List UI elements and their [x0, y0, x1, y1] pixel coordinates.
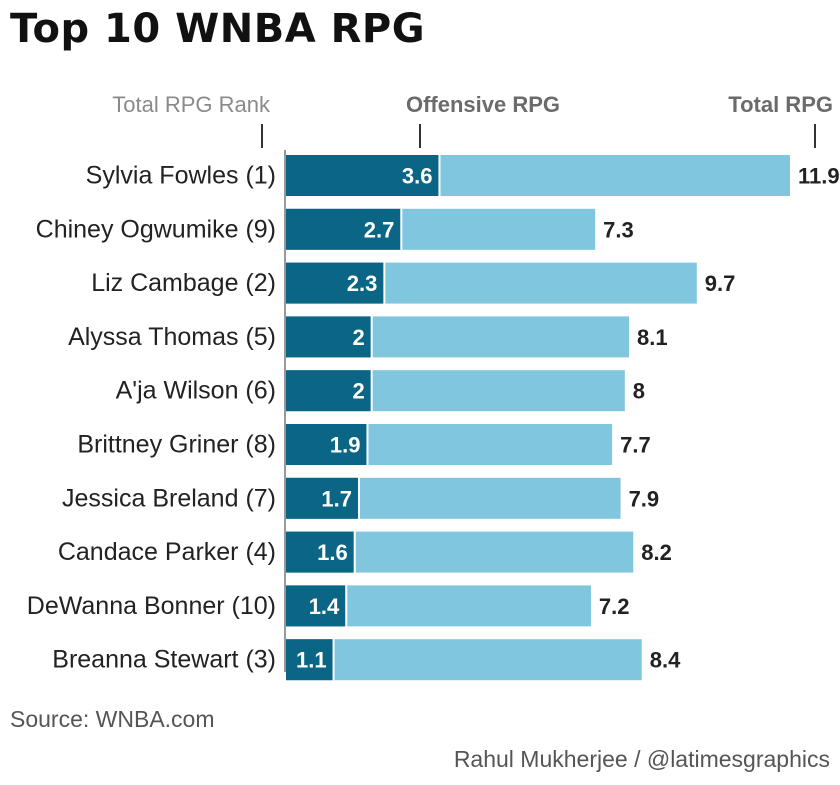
- offensive-value-label: 1.6: [317, 540, 348, 565]
- bar-chart: Total RPG Rank Offensive RPG Total RPG Sylv…: [27, 92, 840, 681]
- bar-separator: [353, 531, 356, 573]
- offensive-bar: [286, 155, 439, 196]
- category-label: Alyssa Thomas (5): [68, 323, 276, 351]
- bar-separator: [370, 370, 373, 412]
- offensive-value-label: 3.6: [402, 164, 433, 189]
- category-label: Brittney Griner (8): [77, 431, 276, 459]
- chart-title: Top 10 WNBA RPG: [10, 6, 426, 52]
- offensive-header: Offensive RPG: [406, 92, 560, 117]
- offensive-bar: [286, 316, 371, 358]
- total-value-label: 8: [633, 379, 645, 404]
- offensive-bar: [286, 531, 354, 573]
- bar-separator: [366, 424, 369, 465]
- bar-separator: [332, 639, 335, 681]
- rank-header: Total RPG Rank: [112, 92, 271, 117]
- offensive-value-label: 1.7: [321, 486, 352, 511]
- category-label: Sylvia Fowles (1): [86, 162, 276, 190]
- category-label: Liz Cambage (2): [91, 269, 276, 297]
- total-value-label: 7.2: [599, 594, 630, 619]
- offensive-bar: [286, 585, 346, 627]
- offensive-bar: [286, 424, 367, 465]
- offensive-bar: [286, 370, 371, 412]
- total-value-label: 8.2: [641, 540, 672, 565]
- category-label: DeWanna Bonner (10): [27, 592, 276, 620]
- total-value-label: 9.7: [705, 271, 736, 296]
- offensive-bar: [286, 639, 333, 681]
- total-value-label: 7.7: [620, 433, 651, 458]
- offensive-value-label: 2.3: [347, 271, 378, 296]
- offensive-value-label: 1.4: [309, 594, 340, 619]
- offensive-value-label: 2: [352, 379, 364, 404]
- category-label: Chiney Ogwumike (9): [36, 215, 276, 243]
- bar-separator: [400, 208, 403, 250]
- credit-line: Rahul Mukherjee / @latimesgraphics: [453, 746, 830, 772]
- bar-separator: [370, 316, 373, 358]
- total-value-label: 11.9: [798, 164, 840, 189]
- category-label: Breanna Stewart (3): [52, 646, 276, 674]
- source-note: Source: WNBA.com: [10, 706, 215, 732]
- category-label: Candace Parker (4): [58, 538, 276, 566]
- bar-separator: [383, 262, 386, 304]
- total-bar: [286, 639, 642, 681]
- category-label: A'ja Wilson (6): [116, 377, 276, 405]
- offensive-bar: [286, 208, 401, 250]
- offensive-value-label: 2.7: [364, 217, 395, 242]
- bar-separator: [357, 477, 360, 519]
- total-value-label: 7.9: [629, 486, 660, 511]
- category-label: Jessica Breland (7): [62, 484, 276, 512]
- offensive-value-label: 1.9: [330, 433, 361, 458]
- offensive-value-label: 1.1: [296, 648, 327, 673]
- offensive-value-label: 2: [352, 325, 364, 350]
- bar-separator: [345, 585, 348, 627]
- total-value-label: 7.3: [603, 217, 634, 242]
- bar-separator: [438, 155, 441, 196]
- total-value-label: 8.1: [637, 325, 668, 350]
- offensive-bar: [286, 477, 358, 519]
- offensive-bar: [286, 262, 384, 304]
- total-value-label: 8.4: [650, 648, 681, 673]
- total-header: Total RPG: [728, 92, 833, 117]
